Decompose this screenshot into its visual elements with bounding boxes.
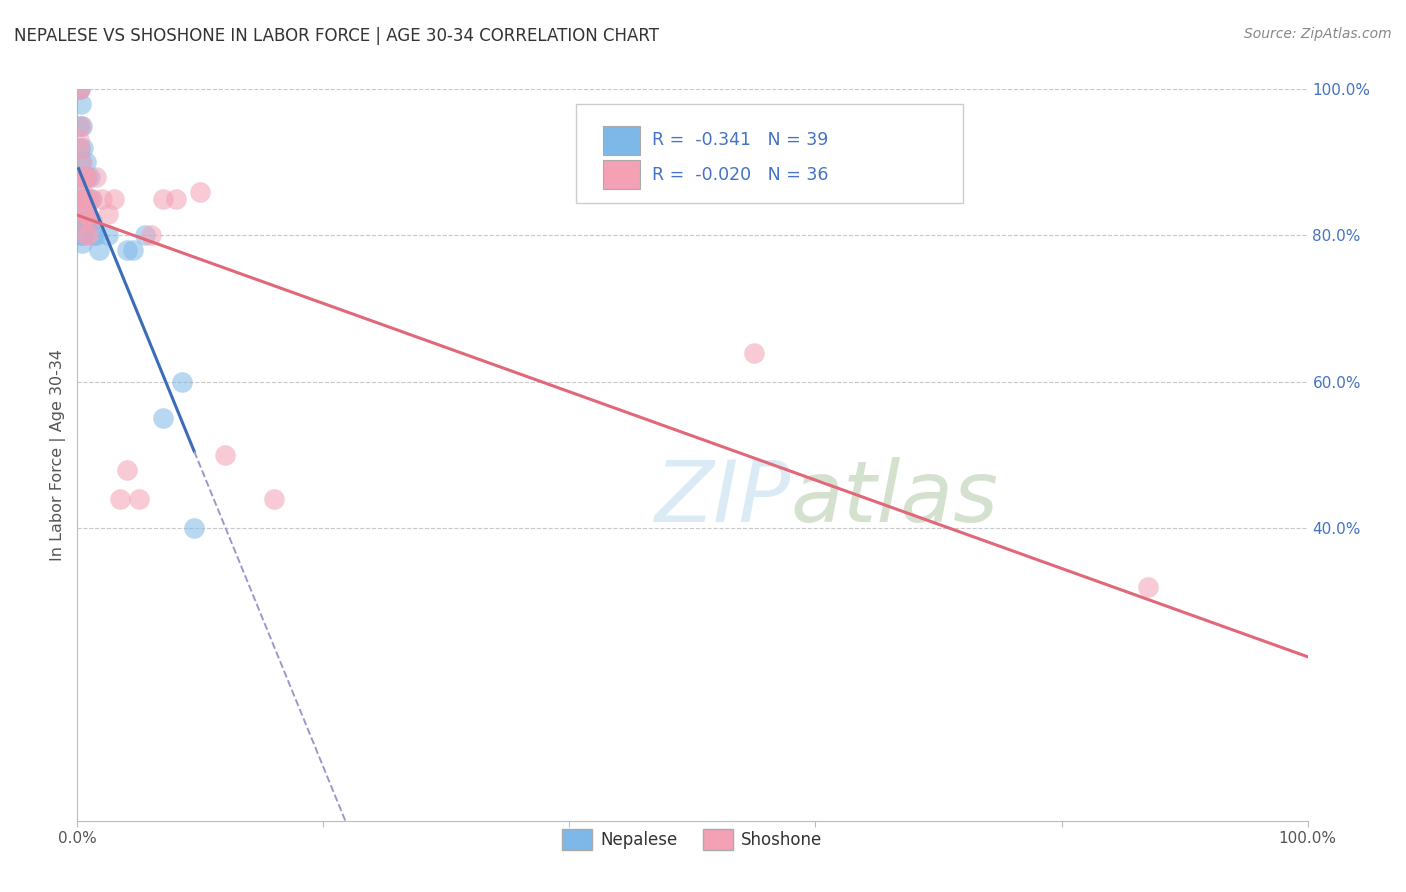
Point <box>69 82 91 96</box>
Point <box>67 82 90 96</box>
Point <box>70 155 93 169</box>
Point <box>73 169 96 184</box>
Text: ZIP: ZIP <box>655 458 792 541</box>
Point <box>82 192 104 206</box>
Point <box>77 192 100 206</box>
Point <box>67 133 90 147</box>
Point <box>77 192 100 206</box>
Point <box>70 192 93 206</box>
Point <box>75 206 97 220</box>
Bar <box>603 126 640 155</box>
Point <box>72 228 94 243</box>
Point <box>73 206 96 220</box>
Point <box>70 169 93 184</box>
Point <box>188 185 212 199</box>
Point <box>70 192 93 206</box>
Text: NEPALESE VS SHOSHONE IN LABOR FORCE | AGE 30-34 CORRELATION CHART: NEPALESE VS SHOSHONE IN LABOR FORCE | AG… <box>14 27 659 45</box>
Text: R =  -0.341   N = 39: R = -0.341 N = 39 <box>652 131 828 149</box>
Point <box>76 169 98 184</box>
Point <box>165 192 187 206</box>
Point <box>72 141 94 155</box>
Point <box>115 462 138 476</box>
FancyBboxPatch shape <box>575 103 963 202</box>
Point <box>70 155 93 169</box>
Point <box>70 228 93 243</box>
Point <box>89 243 111 257</box>
Point <box>76 206 98 220</box>
Point <box>75 155 97 169</box>
Point <box>69 185 91 199</box>
Point <box>183 521 205 535</box>
Point <box>76 169 98 184</box>
Point <box>103 192 125 206</box>
Point <box>72 178 94 192</box>
Point <box>70 96 93 111</box>
Point <box>73 169 96 184</box>
Point <box>115 243 138 257</box>
Point <box>128 491 150 506</box>
Point <box>110 491 132 506</box>
Point <box>141 228 163 243</box>
Point <box>70 169 93 184</box>
Point <box>121 243 143 257</box>
Point <box>67 82 90 96</box>
Point <box>97 228 120 243</box>
Point <box>742 345 765 359</box>
Point <box>79 214 101 228</box>
Point <box>152 411 174 425</box>
Point <box>70 119 93 133</box>
Point <box>69 82 91 96</box>
Point <box>70 119 93 133</box>
Point <box>263 491 285 506</box>
Y-axis label: In Labor Force | Age 30-34: In Labor Force | Age 30-34 <box>51 349 66 561</box>
Point <box>97 206 120 220</box>
Point <box>69 141 91 155</box>
Point <box>84 228 107 243</box>
Point <box>75 228 97 243</box>
Point <box>75 192 97 206</box>
Point <box>90 192 114 206</box>
Point <box>80 192 103 206</box>
Point <box>77 228 100 243</box>
Point <box>134 228 156 243</box>
Legend: Nepalese, Shoshone: Nepalese, Shoshone <box>555 822 830 856</box>
Point <box>79 169 101 184</box>
Point <box>82 228 104 243</box>
Point <box>1136 580 1159 594</box>
Text: R =  -0.020   N = 36: R = -0.020 N = 36 <box>652 166 828 184</box>
Point <box>69 141 91 155</box>
Point <box>69 192 91 206</box>
Point <box>84 169 107 184</box>
Point <box>79 214 101 228</box>
Point <box>67 119 90 133</box>
Point <box>214 448 236 462</box>
Point <box>72 214 94 228</box>
Point <box>70 206 93 220</box>
Point <box>67 169 90 184</box>
Text: Source: ZipAtlas.com: Source: ZipAtlas.com <box>1244 27 1392 41</box>
Point <box>70 235 93 250</box>
Point <box>82 214 104 228</box>
Point <box>170 375 193 389</box>
Point <box>73 214 96 228</box>
Text: atlas: atlas <box>792 458 998 541</box>
Bar <box>603 161 640 189</box>
Point <box>76 214 98 228</box>
Point <box>69 214 91 228</box>
Point <box>72 192 94 206</box>
Point <box>152 192 174 206</box>
